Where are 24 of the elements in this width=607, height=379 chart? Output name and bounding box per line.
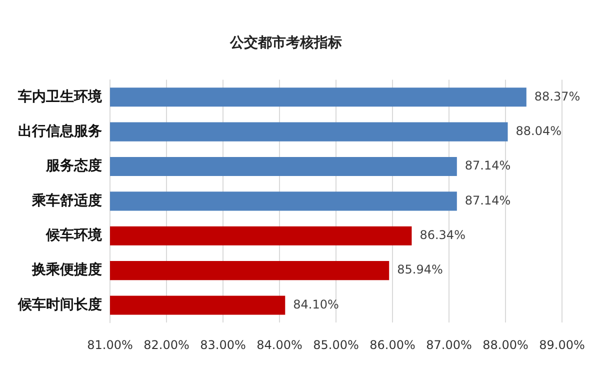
y-tick-label: 候车时间长度 bbox=[17, 296, 102, 313]
x-tick-label: 82.00% bbox=[144, 338, 190, 352]
y-tick-label: 车内卫生环境 bbox=[17, 88, 103, 105]
data-label: 86.34% bbox=[420, 228, 466, 242]
x-tick-label: 81.00% bbox=[87, 338, 133, 352]
y-tick-label: 乘车舒适度 bbox=[31, 192, 102, 209]
x-tick-label: 85.00% bbox=[313, 338, 359, 352]
x-tick-label: 88.00% bbox=[482, 338, 528, 352]
x-tick-label: 89.00% bbox=[539, 338, 585, 352]
y-tick-label: 换乘便捷度 bbox=[31, 261, 102, 278]
x-tick-label: 83.00% bbox=[200, 338, 246, 352]
x-tick-label: 84.00% bbox=[256, 338, 302, 352]
y-tick-label: 候车环境 bbox=[45, 226, 103, 244]
y-tick-label: 出行信息服务 bbox=[18, 123, 102, 140]
x-tick-label: 86.00% bbox=[370, 338, 416, 352]
data-label: 85.94% bbox=[397, 262, 443, 277]
data-label: 88.04% bbox=[516, 124, 562, 138]
y-tick-label: 服务态度 bbox=[45, 157, 102, 174]
x-tick-label: 87.00% bbox=[426, 338, 472, 352]
data-label: 87.14% bbox=[464, 158, 511, 173]
data-label: 87.14% bbox=[464, 193, 511, 208]
data-label: 88.37% bbox=[534, 89, 580, 104]
chart-title: 公交都市考核指标 bbox=[229, 34, 342, 52]
data-label: 84.10% bbox=[293, 297, 339, 312]
